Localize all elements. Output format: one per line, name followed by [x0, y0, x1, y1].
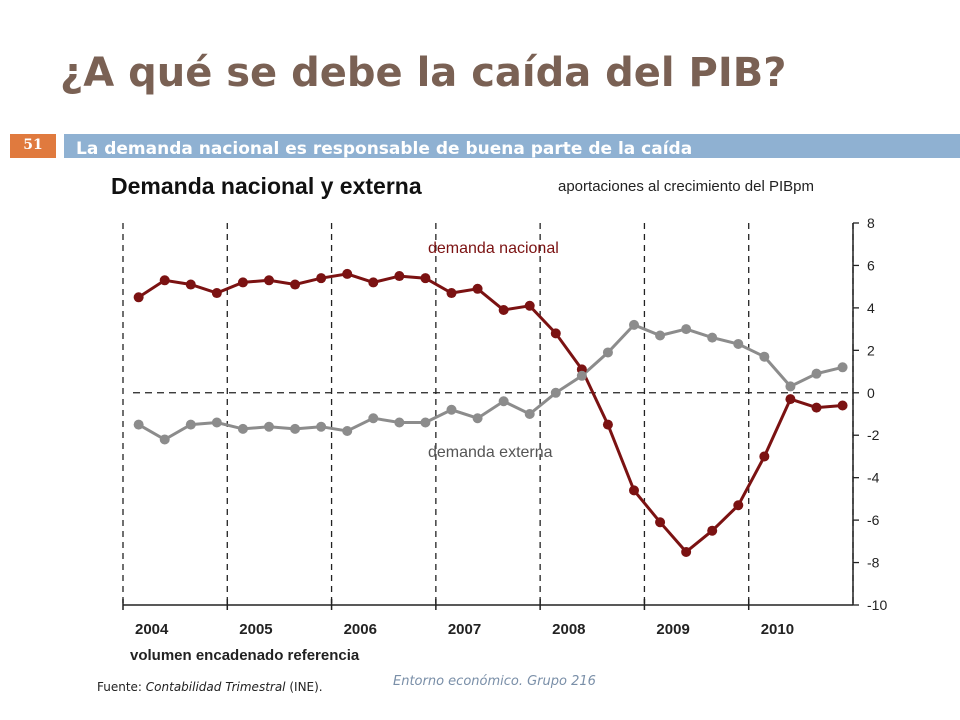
demanda-nacional-point — [707, 525, 718, 536]
source-prefix: Fuente: — [97, 680, 146, 694]
demanda-externa-point — [185, 419, 196, 430]
demanda-nacional-point — [446, 288, 457, 299]
y-tick-label: -4 — [867, 470, 880, 486]
source-name: Contabilidad Trimestral — [145, 680, 286, 694]
slide-title: ¿A qué se debe la caída del PIB? — [60, 50, 787, 96]
demanda-nacional-point — [498, 305, 509, 316]
demanda-externa-point — [629, 319, 639, 330]
demanda-nacional-point — [237, 277, 248, 288]
demanda-externa-point — [733, 338, 744, 349]
demanda-externa-point — [498, 396, 509, 407]
demanda-nacional-point — [264, 275, 274, 286]
demanda-externa-point — [524, 409, 535, 419]
demanda-nacional-point — [629, 485, 639, 496]
demanda-nacional-point — [785, 394, 796, 405]
chart: Demanda nacional y externa aportaciones … — [111, 173, 887, 664]
x-tick-label: 2009 — [656, 621, 689, 638]
demanda-externa-point — [550, 387, 561, 398]
demanda-externa-point — [837, 362, 848, 373]
chart-axis: 8 6 4 2 0 -2 -4 -6 -8 -10 2004 2005 2006 2007 2008 2009… — [122, 215, 887, 638]
demanda-nacional-point — [837, 400, 848, 411]
demanda-externa-point — [707, 332, 718, 343]
series-points-demanda-externa — [133, 319, 848, 445]
demanda-nacional-point — [759, 451, 770, 462]
series-points-demanda-nacional — [133, 268, 848, 557]
demanda-nacional-point — [394, 271, 405, 282]
x-tick-label: 2007 — [448, 621, 481, 638]
demanda-externa-point — [368, 413, 379, 424]
x-axis-label: volumen encadenado referencia — [130, 647, 360, 664]
demanda-nacional-point — [681, 546, 692, 557]
demanda-externa-point — [681, 324, 692, 335]
y-tick-label: -6 — [867, 512, 880, 528]
demanda-externa-point — [211, 417, 222, 428]
demanda-externa-point — [237, 423, 248, 434]
x-tick-label: 2006 — [344, 621, 377, 638]
demanda-externa-point — [785, 381, 796, 392]
demanda-externa-point — [159, 434, 170, 445]
chart-grid — [122, 223, 854, 605]
series-line-demanda-nacional — [137, 272, 843, 554]
y-tick-label: 2 — [867, 342, 875, 358]
y-tick-label: -10 — [867, 597, 887, 613]
demanda-externa-point — [394, 417, 405, 428]
demanda-externa-point — [811, 368, 822, 379]
chart-subtitle: aportaciones al crecimiento del PIBpm — [558, 178, 814, 195]
demanda-externa-point — [759, 351, 770, 362]
series-line-demanda-externa — [137, 323, 843, 442]
demanda-externa-point — [472, 413, 483, 424]
demanda-externa-point — [316, 421, 327, 432]
x-tick-label: 2004 — [135, 621, 169, 638]
demanda-nacional-point — [316, 273, 327, 284]
subtitle-banner: La demanda nacional es responsable de bu… — [64, 134, 960, 158]
demanda-externa-point — [133, 419, 144, 430]
demanda-nacional-point — [133, 292, 144, 303]
demanda-nacional-point — [211, 288, 222, 299]
demanda-externa-point — [576, 370, 587, 381]
demanda-nacional-point — [602, 419, 613, 430]
chart-title: Demanda nacional y externa — [111, 173, 422, 199]
series-label-demanda-nacional: demanda nacional — [428, 240, 559, 257]
demanda-externa-point — [602, 347, 613, 358]
page-number: 51 — [10, 134, 56, 158]
source-note: Fuente: Contabilidad Trimestral (INE). — [97, 680, 323, 694]
demanda-externa-point — [420, 417, 431, 428]
series-label-demanda-externa: demanda externa — [428, 444, 553, 461]
banner-text: La demanda nacional es responsable de bu… — [76, 139, 693, 158]
demanda-nacional-point — [420, 273, 431, 284]
demanda-externa-point — [264, 421, 274, 432]
source-suffix: (INE). — [285, 680, 323, 694]
y-tick-label: -2 — [867, 427, 880, 443]
demanda-nacional-point — [811, 402, 822, 413]
y-tick-label: 4 — [867, 300, 875, 316]
y-tick-label: -8 — [867, 555, 880, 571]
demanda-nacional-point — [550, 328, 561, 339]
footer-note: Entorno económico. Grupo 216 — [393, 674, 596, 689]
y-tick-label: 0 — [867, 385, 875, 401]
demanda-nacional-point — [342, 268, 353, 279]
demanda-externa-point — [446, 404, 457, 415]
demanda-nacional-point — [733, 500, 744, 511]
y-tick-label: 8 — [867, 215, 875, 231]
demanda-nacional-point — [290, 279, 301, 290]
demanda-nacional-point — [185, 279, 196, 290]
demanda-nacional-point — [524, 300, 535, 311]
demanda-externa-point — [342, 425, 353, 436]
x-tick-label: 2010 — [761, 621, 794, 638]
demanda-nacional-point — [159, 275, 170, 286]
demanda-externa-point — [290, 423, 301, 434]
x-tick-label: 2005 — [239, 621, 272, 638]
demanda-nacional-point — [655, 517, 666, 528]
demanda-nacional-point — [472, 283, 483, 294]
demanda-nacional-point — [368, 277, 379, 288]
y-tick-label: 6 — [867, 257, 875, 273]
demanda-externa-point — [655, 330, 666, 341]
x-tick-label: 2008 — [552, 621, 585, 638]
